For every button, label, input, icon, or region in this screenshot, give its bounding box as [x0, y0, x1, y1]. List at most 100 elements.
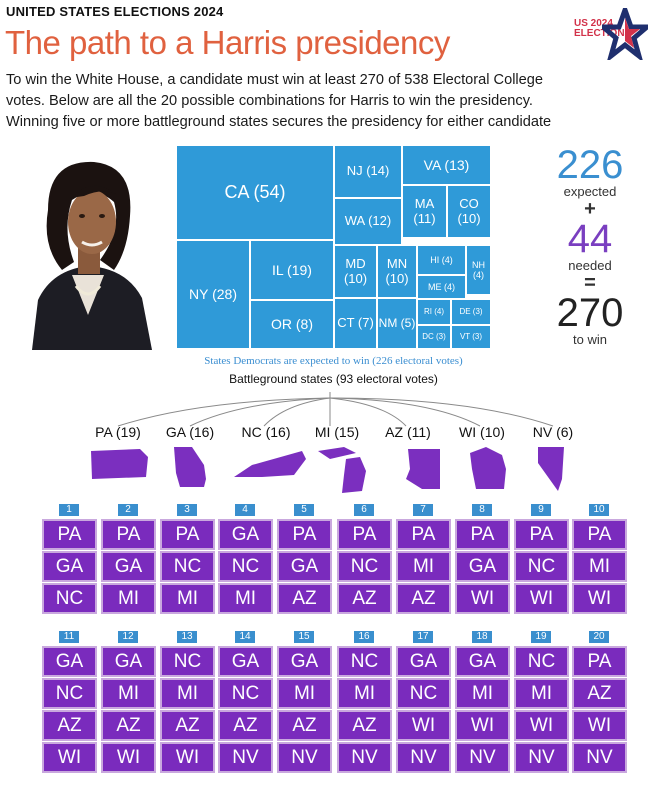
treemap-cell-mn: MN (10) [377, 245, 417, 298]
combination-state-mi: MI [337, 678, 392, 709]
combination-state-nc: NC [396, 678, 451, 709]
treemap-cell-ri: RI (4) [417, 299, 451, 325]
combination-number: 13 [177, 631, 197, 643]
combination-number: 6 [354, 504, 374, 516]
combination-state-pa: PA [572, 519, 627, 550]
combination-10: PA MI WI [572, 519, 627, 615]
combination-state-az: AZ [42, 710, 97, 741]
combination-8: PA GA WI [455, 519, 510, 615]
combination-20: PA AZ WI NV [572, 646, 627, 774]
combination-16: NC MI AZ NV [337, 646, 392, 774]
treemap-cell-dc: DC (3) [417, 325, 451, 349]
combination-state-az: AZ [277, 710, 332, 741]
treemap-cell-il: IL (19) [250, 240, 334, 300]
combination-state-ga: GA [277, 646, 332, 677]
combination-state-mi: MI [101, 678, 156, 709]
expected-label: expected [563, 184, 617, 199]
combination-number: 10 [589, 504, 609, 516]
combination-number: 8 [472, 504, 492, 516]
combination-state-ga: GA [42, 646, 97, 677]
combination-state-ga: GA [455, 551, 510, 582]
combination-state-wi: WI [42, 742, 97, 773]
combination-state-mi: MI [572, 551, 627, 582]
combination-state-ga: GA [218, 646, 273, 677]
combination-state-pa: PA [572, 646, 627, 677]
wisconsin-shape [470, 447, 506, 489]
combination-state-pa: PA [396, 519, 451, 550]
combination-state-pa: PA [101, 519, 156, 550]
combination-state-nv: NV [514, 742, 569, 773]
combination-2: PA GA MI [101, 519, 156, 615]
combination-state-az: AZ [337, 583, 392, 614]
combination-state-ga: GA [101, 551, 156, 582]
intro-text: To win the White House, a candidate must… [6, 70, 656, 133]
star-icon [602, 8, 648, 60]
electoral-tally: 226 expected + 44 needed = 270 to win [530, 145, 650, 347]
combination-6: PA NC AZ [337, 519, 392, 615]
combination-13: NC MI AZ WI [160, 646, 215, 774]
combination-state-pa: PA [455, 519, 510, 550]
combination-11: GA NC AZ WI [42, 646, 97, 774]
combination-14: GA NC AZ NV [218, 646, 273, 774]
combination-number: 17 [413, 631, 433, 643]
kicker: UNITED STATES ELECTIONS 2024 [6, 4, 224, 19]
combination-state-ga: GA [42, 551, 97, 582]
combination-12: GA MI AZ WI [101, 646, 156, 774]
logo-line-1: US 2024 [574, 18, 613, 29]
combination-state-nv: NV [572, 742, 627, 773]
combination-18: GA MI WI NV [455, 646, 510, 774]
combination-state-nc: NC [337, 551, 392, 582]
treemap-cell-vt: VT (3) [451, 325, 491, 349]
combination-state-wi: WI [455, 710, 510, 741]
combination-state-wi: WI [396, 710, 451, 741]
combination-state-wi: WI [455, 583, 510, 614]
combination-state-wi: WI [160, 742, 215, 773]
intro-line-3: Winning five or more battleground states… [6, 114, 552, 130]
democrat-states-treemap: CA (54) NY (28) IL (19) NJ (14) VA (13) WA (1… [176, 145, 491, 349]
combination-number: 16 [354, 631, 374, 643]
treemap-cell-me: ME (4) [417, 275, 466, 299]
expected-value: 226 [556, 143, 624, 187]
treemap-cell-va: VA (13) [402, 145, 491, 185]
win-label: to win [573, 332, 607, 347]
needed-value: 44 [567, 217, 613, 261]
combination-state-mi: MI [160, 678, 215, 709]
treemap-cell-or: OR (8) [250, 300, 334, 349]
combination-state-ga: GA [396, 646, 451, 677]
treemap-cell-de: DE (3) [451, 299, 491, 325]
combination-state-ga: GA [101, 646, 156, 677]
combination-state-pa: PA [337, 519, 392, 550]
north-carolina-shape [234, 451, 306, 477]
intro-line-1: To win the White House, a candidate must… [6, 72, 544, 88]
combination-5: PA GA AZ [277, 519, 332, 615]
combination-state-mi: MI [218, 583, 273, 614]
battleground-label-nc: NC (16) [241, 424, 291, 440]
combination-state-nv: NV [396, 742, 451, 773]
combination-state-az: AZ [218, 710, 273, 741]
combination-number: 2 [118, 504, 138, 516]
battleground-label-ga: GA (16) [165, 424, 215, 440]
combination-number: 14 [235, 631, 255, 643]
combination-state-nc: NC [514, 646, 569, 677]
plus-sign: + [584, 198, 596, 220]
combination-7: PA MI AZ [396, 519, 451, 615]
combination-state-nc: NC [42, 678, 97, 709]
combination-number: 20 [589, 631, 609, 643]
combination-state-nc: NC [42, 583, 97, 614]
logo-line-2: ELECTIONS [574, 28, 632, 39]
combination-4: GA NC MI [218, 519, 273, 615]
treemap-cell-wa: WA (12) [334, 198, 402, 245]
combination-state-nv: NV [455, 742, 510, 773]
combination-state-nc: NC [218, 551, 273, 582]
combination-number: 3 [177, 504, 197, 516]
needed-label: needed [568, 258, 612, 273]
treemap-cell-ca: CA (54) [176, 145, 334, 240]
battleground-label-pa: PA (19) [95, 424, 141, 440]
treemap-cell-md: MD (10) [334, 245, 377, 298]
combination-1: PA GA NC [42, 519, 97, 615]
battleground-label: Battleground states (93 electoral votes) [229, 372, 438, 386]
treemap-cell-nm: NM (5) [377, 298, 417, 349]
combination-state-ga: GA [455, 646, 510, 677]
combination-state-wi: WI [572, 710, 627, 741]
combination-state-pa: PA [160, 519, 215, 550]
